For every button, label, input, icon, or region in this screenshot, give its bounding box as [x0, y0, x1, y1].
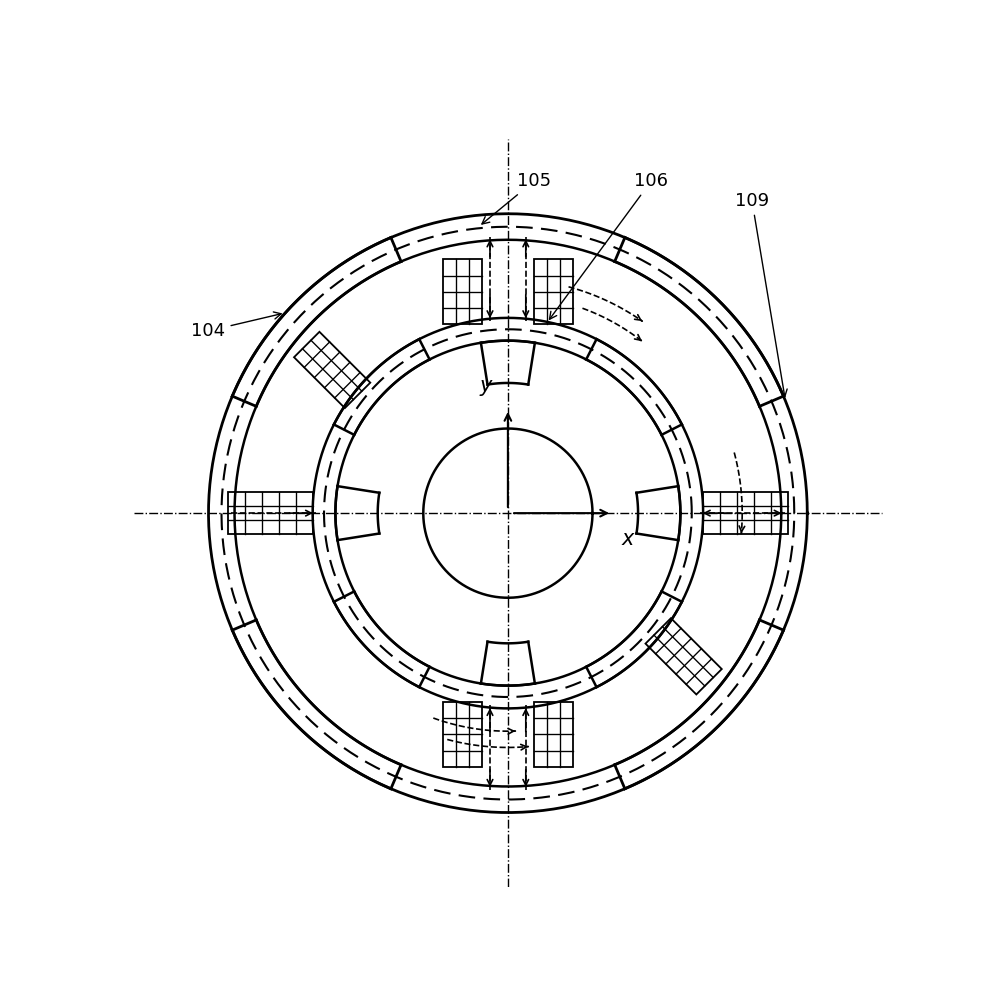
- Text: 109: 109: [735, 192, 787, 397]
- Bar: [294, 332, 371, 408]
- Bar: [534, 702, 573, 767]
- Text: y: y: [480, 376, 492, 396]
- Bar: [645, 618, 721, 694]
- Bar: [228, 492, 312, 534]
- Text: x: x: [621, 529, 634, 549]
- Text: 106: 106: [549, 172, 668, 319]
- Bar: [443, 702, 482, 767]
- Bar: [534, 259, 573, 324]
- Bar: [443, 259, 482, 324]
- Text: 104: 104: [191, 312, 281, 340]
- Bar: [704, 492, 788, 534]
- Text: 105: 105: [482, 172, 551, 224]
